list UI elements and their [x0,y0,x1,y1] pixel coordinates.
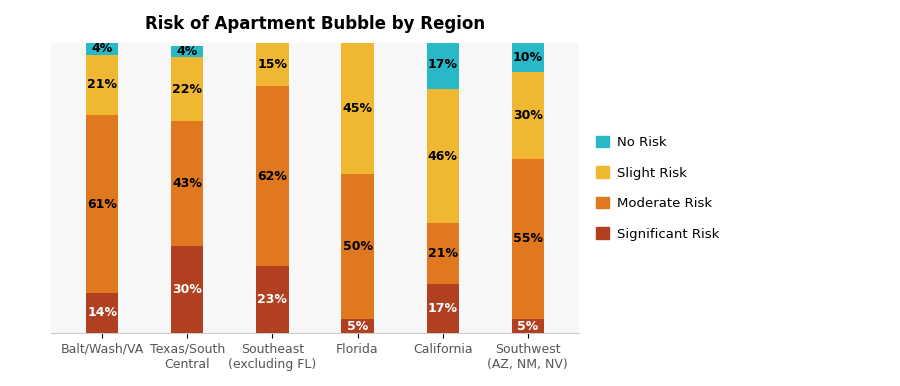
Bar [86,293,118,333]
Bar [171,58,203,121]
Bar [427,223,459,284]
Text: 22%: 22% [172,83,202,96]
Text: 5%: 5% [518,320,538,332]
Bar [341,174,374,319]
Text: 4%: 4% [176,45,198,58]
Bar [427,40,459,89]
Bar [171,246,203,333]
Bar [427,284,459,333]
Text: 62%: 62% [257,170,287,183]
Bar [86,43,118,54]
Text: 10%: 10% [513,51,543,64]
Text: 5%: 5% [346,320,368,332]
Bar [512,43,544,72]
Text: 14%: 14% [87,306,117,320]
Text: 43%: 43% [172,177,202,190]
Bar [86,115,118,293]
Bar [256,266,289,333]
Text: 30%: 30% [513,109,543,122]
Bar [512,159,544,319]
Title: Risk of Apartment Bubble by Region: Risk of Apartment Bubble by Region [145,15,485,33]
Text: 15%: 15% [257,58,287,71]
Text: 4%: 4% [92,42,112,55]
Bar [341,319,374,333]
Text: 61%: 61% [87,198,117,210]
Bar [171,46,203,58]
Text: 21%: 21% [87,78,117,91]
Bar [171,121,203,246]
Bar [341,43,374,174]
Bar [512,319,544,333]
Bar [86,54,118,115]
Text: 50%: 50% [343,240,373,253]
Bar [256,86,289,266]
Text: 17%: 17% [428,58,458,71]
Text: 23%: 23% [257,293,287,306]
Bar [256,43,289,86]
Legend: No Risk, Slight Risk, Moderate Risk, Significant Risk: No Risk, Slight Risk, Moderate Risk, Sig… [596,135,720,240]
Text: 30%: 30% [172,283,202,296]
Bar [427,89,459,223]
Text: 46%: 46% [428,150,458,163]
Text: 17%: 17% [428,302,458,315]
Text: 21%: 21% [428,247,458,260]
Text: 45%: 45% [343,102,373,115]
Text: 55%: 55% [513,232,543,245]
Bar [512,72,544,159]
